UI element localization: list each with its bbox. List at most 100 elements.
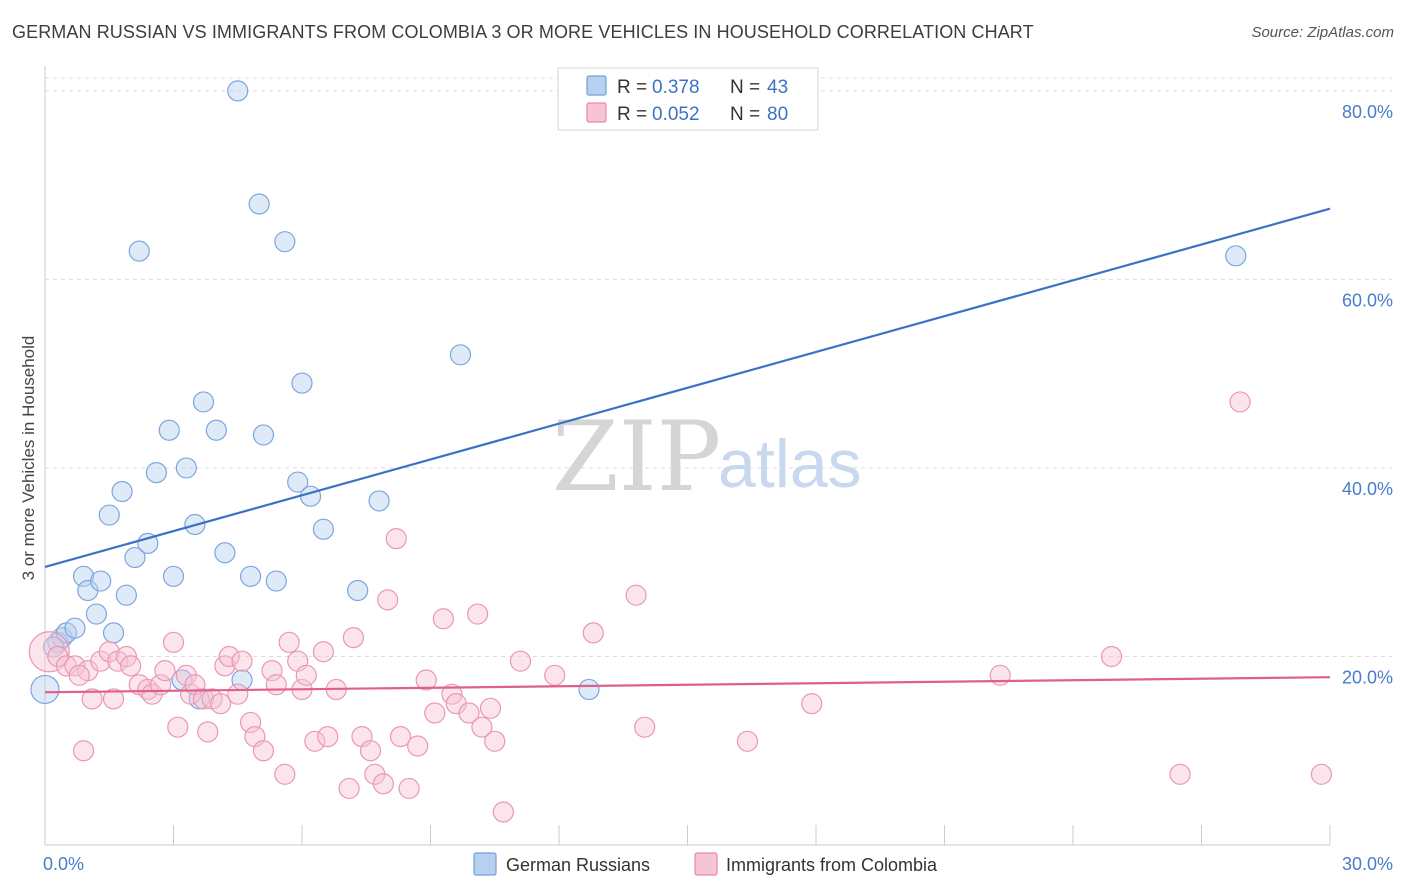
german-russians-point <box>90 570 112 592</box>
colombia-point <box>274 763 296 785</box>
german-russians-point <box>449 344 472 366</box>
colombia-point <box>377 589 399 611</box>
y-tick-label: 60.0% <box>1342 290 1393 310</box>
colombia-point <box>359 740 382 762</box>
colombia-point <box>192 688 215 710</box>
y-axis-label: 3 or more Vehicles in Household <box>19 336 38 581</box>
colombia-point <box>385 528 407 550</box>
colombia-point <box>544 664 566 686</box>
legend-r-value-2: 0.052 <box>652 104 700 125</box>
german-russians-point <box>30 674 60 705</box>
legend-n-value-2: 80 <box>767 104 788 125</box>
colombia-point <box>625 584 647 606</box>
legend-r-label-2: R = <box>617 104 647 125</box>
colombia-point <box>432 608 454 630</box>
x-tick-label-min: 0.0% <box>43 854 84 874</box>
colombia-point <box>1310 763 1333 785</box>
colombia-point <box>1229 391 1251 413</box>
colombia-point <box>398 777 420 800</box>
bottom-legend-label-german-russians: German Russians <box>506 855 650 875</box>
colombia-point <box>736 730 759 752</box>
colombia-point <box>415 669 437 691</box>
watermark: ZIP atlas <box>552 401 862 513</box>
legend-swatch-pink <box>586 102 607 123</box>
german-russians-point <box>162 565 185 587</box>
colombia-point <box>1100 645 1123 668</box>
german-russians-point <box>312 518 335 540</box>
colombia-point <box>120 655 142 677</box>
colombia-point <box>295 664 317 686</box>
bottom-legend-swatch-blue <box>473 852 497 876</box>
axis-layer: 20.0% 40.0% 60.0% 80.0% 0.0% 30.0% <box>43 66 1393 874</box>
colombia-point <box>471 716 493 738</box>
colombia-point <box>634 716 656 738</box>
colombia-point <box>240 711 262 734</box>
y-tick-label: 40.0% <box>1342 479 1393 499</box>
chart-title: GERMAN RUSSIAN VS IMMIGRANTS FROM COLOMB… <box>12 22 1034 42</box>
german-russians-point <box>64 617 86 639</box>
german-russians-point <box>175 457 197 479</box>
colombia-point <box>492 801 514 823</box>
german-russians-point <box>128 240 150 262</box>
colombia-point <box>68 664 90 686</box>
german-russians-point <box>137 532 159 554</box>
bottom-legend-label-immigrants-colombia: Immigrants from Colombia <box>726 855 938 875</box>
colombia-point <box>72 740 95 762</box>
colombia-trendline <box>44 676 1331 694</box>
source-label: Source: ZipAtlas.com <box>1251 24 1394 41</box>
trend-layer <box>44 207 1331 694</box>
colombia-point <box>389 725 412 748</box>
colombia-point <box>102 688 125 710</box>
colombia-point <box>154 660 176 682</box>
german-russians-point <box>274 231 296 253</box>
colombia-point <box>407 735 429 757</box>
colombia-point <box>81 688 103 710</box>
german-russians-point <box>252 424 275 446</box>
german-russians-point <box>124 546 146 569</box>
colombia-point <box>338 777 360 800</box>
german-russians-point <box>347 579 369 602</box>
colombia-point <box>312 641 335 663</box>
x-tick-label-max: 30.0% <box>1342 854 1393 874</box>
legend-r-label-1: R = <box>617 77 647 98</box>
colombia-point <box>261 660 283 682</box>
german-russians-point <box>98 504 120 526</box>
bottom-legend-swatch-pink <box>694 852 718 876</box>
colombia-point <box>265 674 287 696</box>
points-layer <box>28 80 1333 823</box>
german-russians-point <box>158 419 180 441</box>
colombia-point <box>317 725 339 748</box>
colombia-point <box>227 683 249 705</box>
y-tick-label: 80.0% <box>1342 102 1393 122</box>
german-russians-point <box>265 570 287 592</box>
colombia-point <box>304 730 326 752</box>
colombia-point <box>458 702 480 724</box>
colombia-point <box>342 627 364 649</box>
colombia-point <box>197 721 219 743</box>
german-russians-point <box>1225 245 1247 267</box>
german-russians-trendline <box>44 207 1331 568</box>
colombia-point <box>1169 763 1191 785</box>
german-russians-point <box>240 565 262 587</box>
colombia-point <box>167 716 189 738</box>
legend-r-value-1: 0.378 <box>652 77 700 98</box>
colombia-point <box>278 631 300 653</box>
german-russians-point <box>248 193 270 215</box>
german-russians-point <box>145 462 167 484</box>
colombia-point <box>801 692 823 715</box>
german-russians-point <box>102 622 125 644</box>
colombia-point <box>989 664 1011 686</box>
colombia-point <box>509 650 532 672</box>
colombia-point <box>218 645 240 668</box>
colombia-point <box>252 740 275 762</box>
german-russians-point <box>205 419 227 441</box>
german-russians-point <box>214 542 236 564</box>
bottom-legend: German Russians Immigrants from Colombia <box>473 852 938 876</box>
german-russians-point <box>227 80 249 102</box>
german-russians-point <box>111 480 133 503</box>
german-russians-point <box>115 584 137 606</box>
colombia-point <box>162 631 185 653</box>
colombia-point <box>424 702 446 724</box>
y-tick-label: 20.0% <box>1342 667 1393 687</box>
